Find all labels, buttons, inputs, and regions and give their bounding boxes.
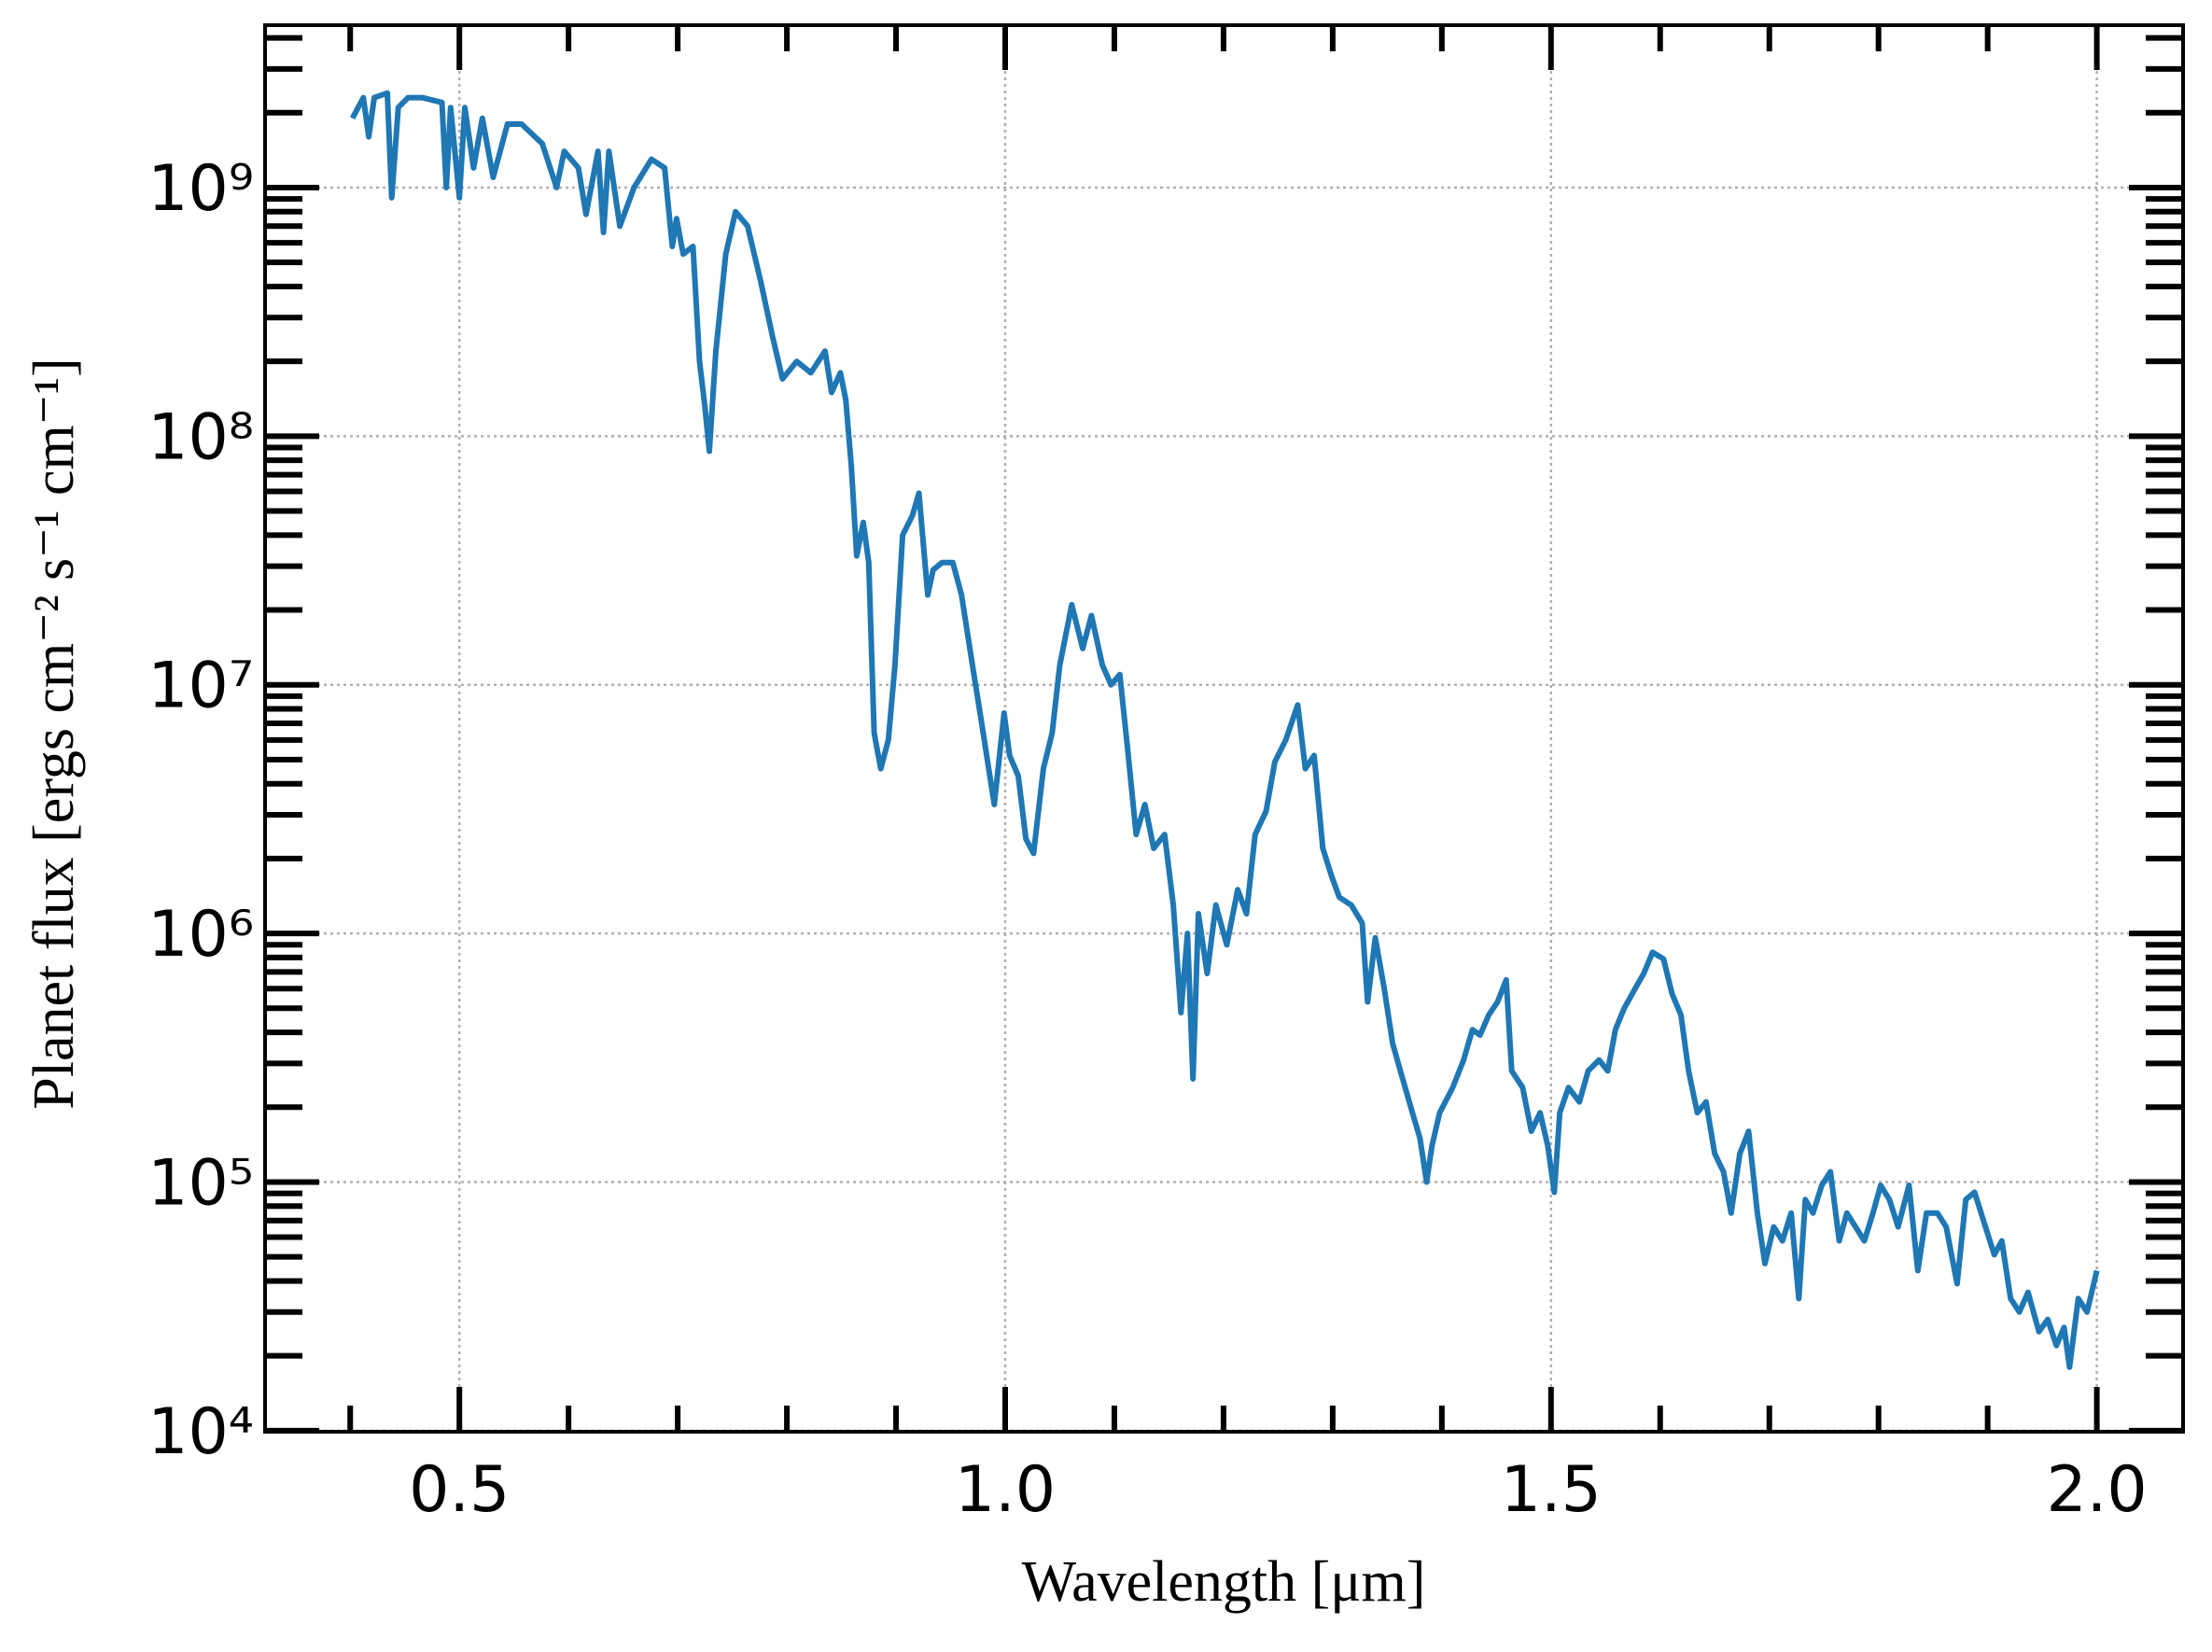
y-tick-label: 10⁶	[147, 898, 254, 972]
plot-frame	[263, 23, 2185, 1434]
y-tick-label: 10⁹	[147, 152, 254, 226]
y-axis-label: Planet flux [ergs cm⁻² s⁻¹ cm⁻¹]	[22, 357, 86, 1109]
x-tick-label: 0.5	[409, 1453, 510, 1527]
y-tick-label: 10⁴	[147, 1395, 254, 1469]
x-tick-label: 1.0	[955, 1453, 1056, 1527]
x-axis-label: Wavelength [μm]	[1022, 1550, 1426, 1614]
x-tick-label: 2.0	[2047, 1453, 2148, 1527]
y-tick-label: 10⁸	[147, 400, 254, 474]
data-line	[349, 90, 2100, 1370]
y-tick-label: 10⁵	[147, 1146, 254, 1220]
y-tick-label: 10⁷	[147, 650, 254, 723]
x-tick-label: 1.5	[1501, 1453, 1602, 1527]
